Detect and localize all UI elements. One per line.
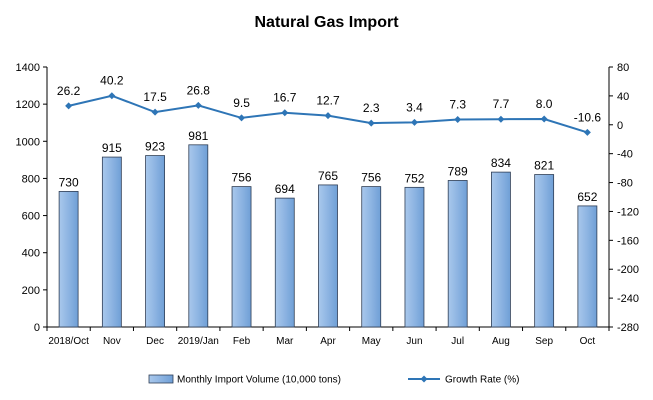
bar — [188, 144, 209, 328]
bar — [145, 155, 165, 328]
bars — [58, 144, 598, 328]
bar-value-label: 752 — [404, 171, 424, 185]
bar — [577, 205, 598, 328]
chart-title: Natural Gas Import — [254, 14, 399, 31]
bar — [361, 186, 382, 328]
right-tick-label: -80 — [617, 178, 633, 190]
bar-value-label: 694 — [275, 182, 295, 196]
bar — [534, 174, 555, 328]
x-tick-label: Mar — [276, 336, 294, 347]
growth-value-label: 9.5 — [233, 96, 250, 110]
x-tick-label: Jun — [406, 336, 422, 347]
left-tick-label: 600 — [22, 211, 40, 223]
bar — [491, 171, 511, 328]
right-tick-label: -120 — [617, 206, 639, 218]
growth-value-label: 16.7 — [273, 91, 297, 105]
bar — [58, 191, 79, 328]
x-tick-label: Feb — [233, 336, 251, 347]
bar — [447, 180, 468, 328]
right-tick-label: -200 — [617, 264, 639, 276]
bar-value-label: 915 — [102, 141, 122, 155]
growth-point — [108, 92, 116, 100]
growth-point — [454, 116, 462, 124]
bar-value-label: 756 — [232, 171, 252, 185]
x-tick-label: Nov — [103, 336, 121, 347]
left-tick-label: 200 — [22, 285, 40, 297]
x-tick-label: May — [362, 336, 381, 347]
bar-value-label: 834 — [491, 156, 511, 170]
growth-value-label: 8.0 — [536, 97, 553, 111]
bar-value-label: 756 — [361, 171, 381, 185]
left-tick-label: 400 — [22, 248, 40, 260]
growth-value-label: -10.6 — [574, 110, 602, 124]
growth-value-label: 12.7 — [316, 94, 340, 108]
left-tick-label: 1200 — [16, 99, 40, 111]
bar-value-label: 789 — [448, 164, 468, 178]
bar-value-label: 981 — [188, 129, 208, 143]
legend: Monthly Import Volume (10,000 tons) Growt… — [148, 374, 519, 386]
bar — [404, 186, 425, 328]
x-tick-label: Oct — [580, 336, 596, 347]
x-tick-label: Apr — [320, 336, 336, 347]
growth-point — [367, 119, 375, 127]
growth-point — [410, 118, 418, 126]
growth-value-label: 7.3 — [449, 98, 466, 112]
bar — [274, 197, 295, 328]
growth-value-label: 17.5 — [143, 90, 167, 104]
bar — [318, 184, 338, 328]
growth-point — [583, 128, 591, 136]
legend-bar-swatch — [148, 374, 174, 384]
legend-line-marker — [420, 375, 428, 383]
growth-value-label: 40.2 — [100, 74, 124, 88]
growth-value-label: 7.7 — [493, 97, 510, 111]
right-tick-label: 80 — [617, 62, 629, 74]
right-tick-label: -40 — [617, 149, 633, 161]
right-tick-label: 0 — [617, 120, 623, 132]
growth-point — [497, 115, 505, 123]
bar — [231, 186, 252, 328]
x-tick-label: Aug — [492, 336, 510, 347]
growth-point — [194, 101, 202, 109]
legend-bar-label: Monthly Import Volume (10,000 tons) — [177, 375, 341, 386]
growth-point — [540, 115, 548, 123]
x-tick-label: Jul — [451, 336, 464, 347]
right-tick-label: 40 — [617, 91, 629, 103]
right-tick-label: -240 — [617, 293, 639, 305]
left-tick-label: 1400 — [16, 62, 40, 74]
bar — [101, 156, 122, 328]
growth-value-label: 3.4 — [406, 100, 423, 114]
right-tick-label: -280 — [617, 322, 639, 334]
growth-point — [151, 108, 159, 116]
growth-point — [238, 114, 246, 122]
right-tick-label: -160 — [617, 235, 639, 247]
x-tick-label: Sep — [535, 336, 553, 347]
left-tick-label: 1000 — [16, 136, 40, 148]
growth-point — [65, 102, 73, 110]
x-tick-label: 2019/Jan — [178, 336, 219, 347]
legend-line-label: Growth Rate (%) — [445, 375, 519, 386]
bar-value-label: 923 — [145, 140, 165, 154]
bar-value-label: 652 — [577, 190, 597, 204]
left-tick-label: 0 — [34, 322, 40, 334]
bar-value-label: 765 — [318, 169, 338, 183]
bar-value-label: 821 — [534, 159, 554, 173]
left-tick-label: 800 — [22, 173, 40, 185]
growth-point — [281, 109, 289, 117]
growth-line — [65, 92, 591, 136]
x-tick-label: Dec — [146, 336, 164, 347]
growth-value-label: 2.3 — [363, 101, 380, 115]
growth-value-label: 26.8 — [187, 83, 211, 97]
data-labels: 730 915 923 981 756 694 765 756 752 789 834 821 652 2… — [57, 74, 601, 204]
x-tick-label: 2018/Oct — [48, 336, 89, 347]
growth-value-label: 26.2 — [57, 84, 81, 98]
bar-value-label: 730 — [59, 175, 79, 189]
growth-point — [324, 112, 332, 120]
